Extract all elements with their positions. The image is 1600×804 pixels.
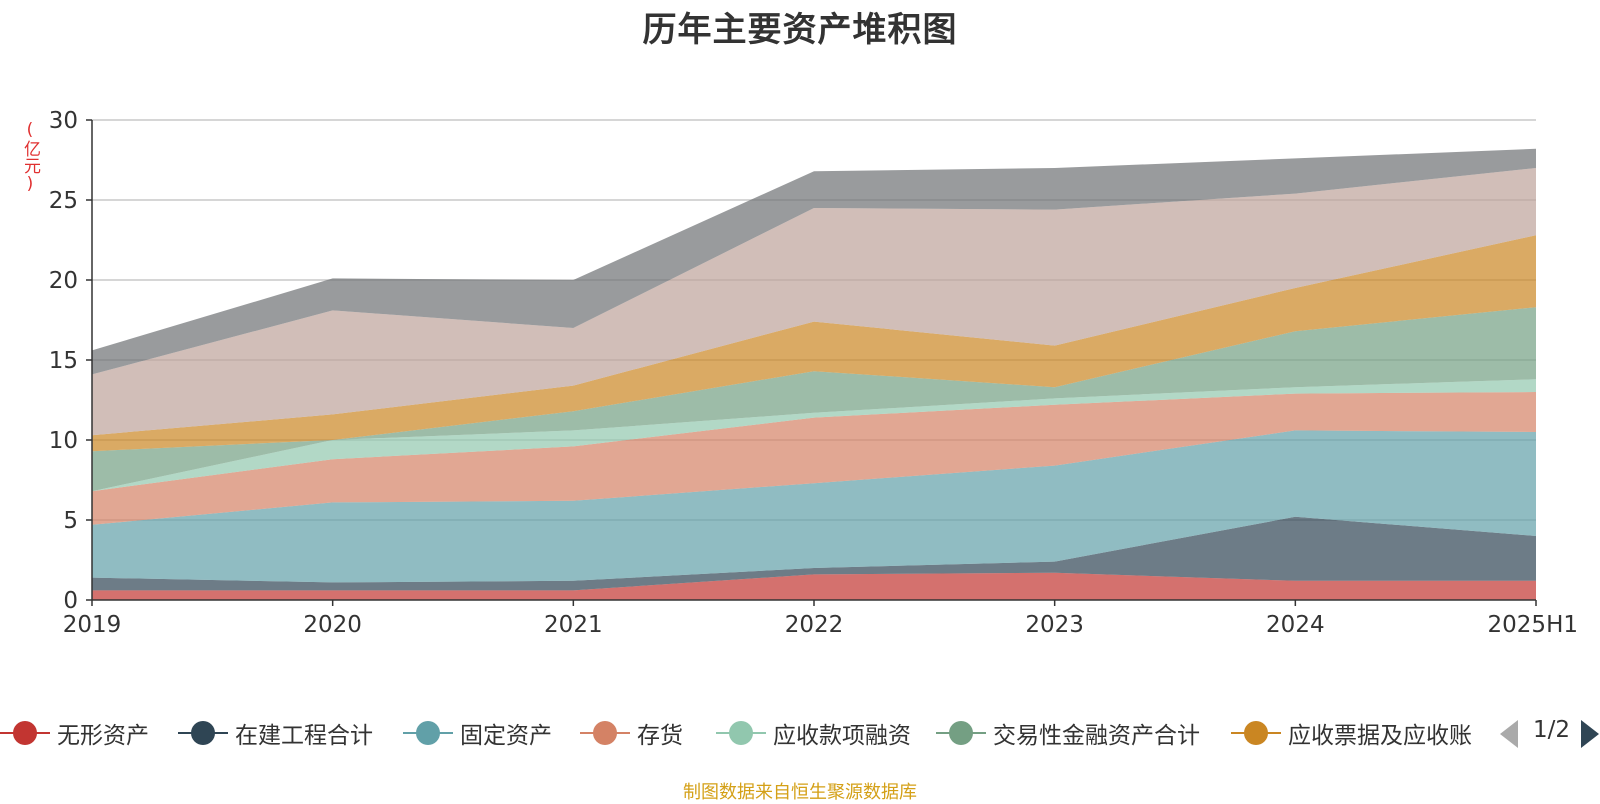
legend-item-intangible-assets[interactable]: 无形资产 xyxy=(0,716,149,750)
legend-marker-icon xyxy=(403,716,453,750)
x-tick-label: 2019 xyxy=(63,612,122,638)
chart-title: 历年主要资产堆积图 xyxy=(642,10,958,50)
legend: 无形资产 在建工程合计 固定资产 存货 应收款项融资 交易性金融资产合计 应收票… xyxy=(0,716,1600,750)
axes: 0 5 10 15 20 25 30 2019 2020 2021 2022 2023 2024 2025… xyxy=(49,108,1578,638)
legend-label: 存货 xyxy=(637,723,683,749)
y-tick-label: 10 xyxy=(49,428,78,454)
legend-item-trading-financial-assets[interactable]: 交易性金融资产合计 xyxy=(936,716,1200,750)
x-tick-label: 2023 xyxy=(1025,612,1084,638)
legend-label: 在建工程合计 xyxy=(235,723,373,749)
legend-label: 应收票据及应收账 xyxy=(1288,723,1472,749)
stacked-areas xyxy=(92,148,1536,600)
legend-marker-icon xyxy=(178,716,228,750)
legend-label: 交易性金融资产合计 xyxy=(993,723,1200,749)
x-tick-label: 2024 xyxy=(1266,612,1325,638)
area-series-1 xyxy=(92,516,1536,591)
legend-label: 固定资产 xyxy=(460,723,552,749)
legend-marker-icon xyxy=(1231,716,1281,750)
arrow-right-icon[interactable] xyxy=(1581,720,1599,748)
legend-label: 应收款项融资 xyxy=(773,723,911,749)
legend-item-receivables-financing[interactable]: 应收款项融资 xyxy=(716,716,911,750)
area-series-5 xyxy=(92,307,1536,492)
y-tick-label: 5 xyxy=(63,508,78,534)
x-tick-label: 2021 xyxy=(544,612,603,638)
legend-marker-icon xyxy=(0,716,50,750)
y-tick-label: 20 xyxy=(49,268,78,294)
area-chart: 0 5 10 15 20 25 30 2019 2020 2021 2022 2023 2024 2025… xyxy=(49,108,1578,638)
y-tick-label: 25 xyxy=(49,188,78,214)
legend-pager: 1/2 xyxy=(1500,716,1600,750)
legend-marker-icon xyxy=(580,716,630,750)
legend-label: 无形资产 xyxy=(57,723,149,749)
y-tick-label: 0 xyxy=(63,588,78,614)
legend-page-indicator: 1/2 xyxy=(1533,717,1571,743)
data-source-note: 制图数据来自恒生聚源数据库 xyxy=(683,782,917,803)
y-tick-label: 15 xyxy=(49,348,78,374)
area-series-0 xyxy=(92,572,1536,600)
y-axis-unit-label: (亿元) xyxy=(20,120,40,194)
area-series-3 xyxy=(92,392,1536,525)
area-series-2 xyxy=(92,430,1536,583)
x-tick-label: 2025H1 xyxy=(1488,612,1578,638)
arrow-left-icon[interactable] xyxy=(1500,720,1518,748)
area-series-4 xyxy=(92,379,1536,492)
legend-item-construction-in-progress[interactable]: 在建工程合计 xyxy=(178,716,373,750)
area-series-8 xyxy=(92,148,1536,375)
area-series-7 xyxy=(92,168,1536,436)
legend-marker-icon xyxy=(936,716,986,750)
area-series-6 xyxy=(92,235,1536,452)
y-tick-label: 30 xyxy=(49,108,78,134)
legend-marker-icon xyxy=(716,716,766,750)
x-tick-label: 2022 xyxy=(785,612,844,638)
legend-item-notes-and-accounts-receivable[interactable]: 应收票据及应收账 xyxy=(1231,716,1472,750)
x-tick-label: 2020 xyxy=(303,612,362,638)
legend-item-fixed-assets[interactable]: 固定资产 xyxy=(403,716,552,750)
legend-item-inventory[interactable]: 存货 xyxy=(580,716,683,750)
